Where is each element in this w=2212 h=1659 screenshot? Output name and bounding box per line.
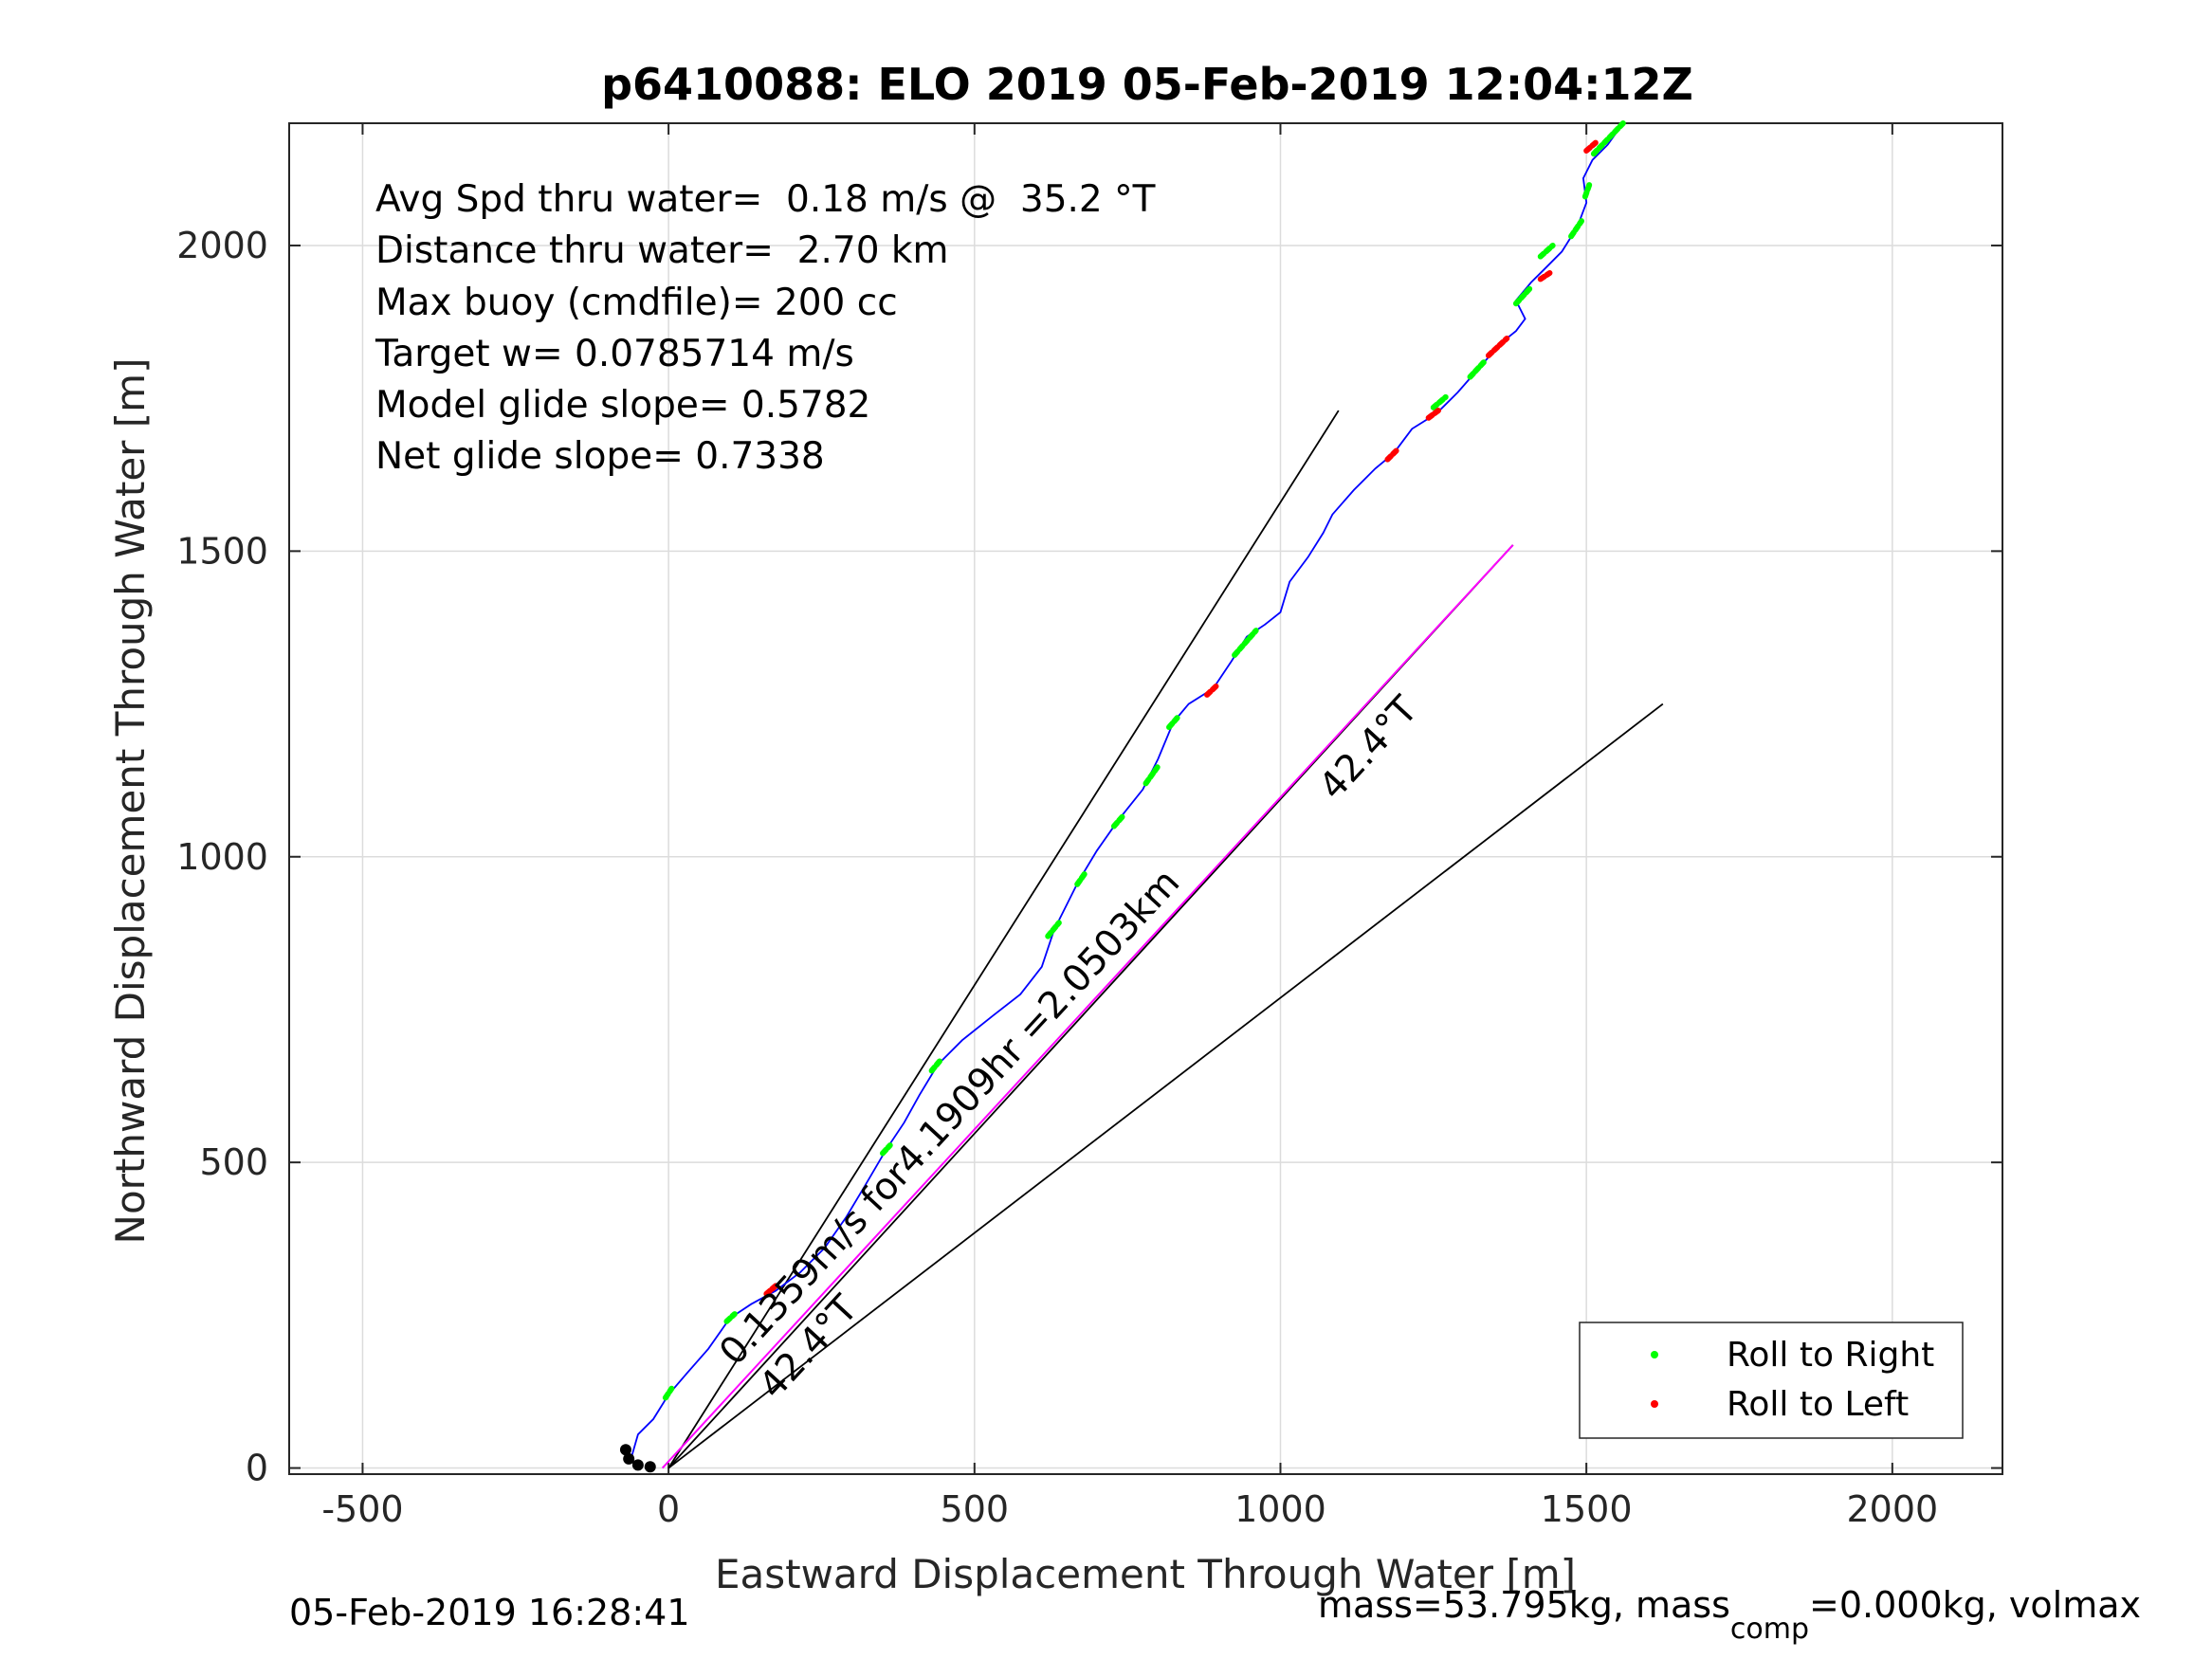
x-tick-label: 2000 xyxy=(1846,1488,1938,1530)
x-tick-label: -500 xyxy=(321,1488,403,1530)
roll-right-segment xyxy=(1232,628,1259,658)
roll-right-segment xyxy=(1537,242,1556,260)
roll-right-segment xyxy=(1110,813,1125,830)
footer-mass-prefix: mass=53.795kg, mass xyxy=(1318,1584,1730,1626)
x-tick-label: 1000 xyxy=(1234,1488,1326,1530)
roll-right-segment xyxy=(928,1056,944,1074)
x-tick-label: 0 xyxy=(657,1488,680,1530)
legend-box xyxy=(1579,1322,1964,1439)
roll-right-segment xyxy=(1143,763,1161,787)
y-tick-label: 500 xyxy=(199,1141,268,1183)
start-point xyxy=(644,1461,656,1473)
start-point xyxy=(623,1452,635,1465)
plot-area-frame xyxy=(288,122,2003,1475)
y-tick-label: 0 xyxy=(246,1448,268,1489)
legend: Roll to Right Roll to Left xyxy=(1579,1322,1964,1439)
y-tick-label: 2000 xyxy=(176,225,268,266)
roll-left-segment xyxy=(1384,447,1400,463)
legend-roll-right-label: Roll to Right xyxy=(1727,1336,1934,1375)
start-point xyxy=(619,1444,631,1456)
heading-label-upper: 42.4°T xyxy=(1311,688,1426,808)
annotation-max-buoy: Max buoy (cmdfile)= 200 cc xyxy=(375,282,898,324)
roll-right-segment xyxy=(1166,714,1181,731)
y-tick-label: 1000 xyxy=(176,836,268,878)
speed-distance-label: 0.1359m/s for4.1909hr =2.0503km xyxy=(711,862,1188,1374)
roll-right-segment xyxy=(1074,868,1089,887)
roll-left-segment xyxy=(1425,408,1441,421)
y-axis-label: Northward Displacement Through Water [m] xyxy=(107,358,154,1245)
legend-roll-right-marker xyxy=(1651,1351,1658,1358)
annotation-model-glide: Model glide slope= 0.5782 xyxy=(375,384,870,427)
footer-mass-info: mass=53.795kg, masscomp=0.000kg, volmax xyxy=(1318,1584,2141,1646)
annotation-net-glide: Net glide slope= 0.7338 xyxy=(375,435,825,478)
roll-right-segment xyxy=(1430,393,1449,410)
x-tick-label: 500 xyxy=(941,1488,1010,1530)
footer-mass-subscript: comp xyxy=(1730,1613,1809,1646)
start-points xyxy=(619,1444,656,1473)
y-tick-label: 1500 xyxy=(176,530,268,572)
glider-track xyxy=(631,122,1624,1456)
roll-left-segment xyxy=(1583,139,1599,155)
guide-line xyxy=(667,410,1340,1469)
footer-mass-suffix: =0.000kg, volmax xyxy=(1809,1584,2141,1626)
legend-roll-left-label: Roll to Left xyxy=(1727,1385,1909,1424)
annotation-distance: Distance thru water= 2.70 km xyxy=(375,229,948,272)
roll-right-segment xyxy=(1590,120,1626,157)
legend-roll-left-marker xyxy=(1651,1400,1658,1408)
x-axis-ticks: -500 0 500 1000 1500 2000 xyxy=(321,123,1938,1530)
chart-title: p6410088: ELO 2019 05-Feb-2019 12:04:12Z xyxy=(601,59,1693,110)
guide-line xyxy=(667,702,1664,1469)
roll-right-segment xyxy=(1568,218,1584,240)
roll-markers xyxy=(662,120,1626,1401)
y-axis-ticks: 0 500 1000 1500 2000 xyxy=(176,225,2002,1489)
annotation-target-w: Target w= 0.0785714 m/s xyxy=(375,333,854,375)
track-path xyxy=(631,122,1624,1456)
roll-right-segment xyxy=(1467,357,1489,380)
magenta-heading-line xyxy=(661,544,1514,1469)
x-axis-label: Eastward Displacement Through Water [m] xyxy=(715,1551,1576,1597)
roll-left-segment xyxy=(1537,269,1553,283)
roll-right-segment xyxy=(879,1142,893,1157)
roll-left-segment xyxy=(1485,335,1510,359)
x-tick-label: 1500 xyxy=(1541,1488,1633,1530)
annotation-avg-speed: Avg Spd thru water= 0.18 m/s @ 35.2 °T xyxy=(375,178,1156,221)
roll-right-segment xyxy=(662,1385,675,1401)
footer-timestamp: 05-Feb-2019 16:28:41 xyxy=(289,1592,690,1633)
roll-right-segment xyxy=(1045,920,1062,939)
roll-left-segment xyxy=(763,1283,779,1297)
roll-right-segment xyxy=(1512,285,1533,307)
grid-lines xyxy=(289,123,2002,1474)
magenta-line xyxy=(661,544,1514,1469)
start-point xyxy=(631,1459,644,1471)
roll-left-segment xyxy=(1204,681,1221,698)
annotation-block: Avg Spd thru water= 0.18 m/s @ 35.2 °T D… xyxy=(375,178,1156,478)
roll-right-segment xyxy=(723,1311,738,1324)
roll-right-segment xyxy=(1581,181,1593,200)
